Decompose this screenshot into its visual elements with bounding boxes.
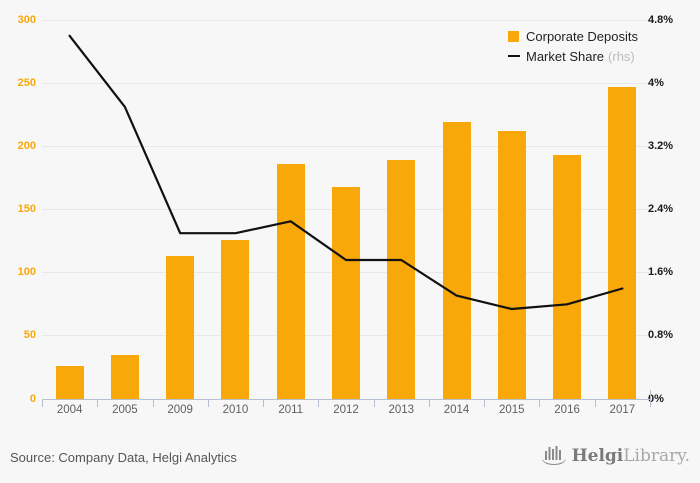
x-axis-label-2017: 2017: [609, 404, 636, 416]
legend-item-market-share: Market Share (rhs): [508, 46, 638, 66]
bar-2015: [497, 131, 526, 399]
y-axis-label-left: 200: [17, 139, 36, 152]
legend-note: (rhs): [608, 48, 635, 64]
bar-2016: [553, 155, 582, 399]
x-axis-label-2016: 2016: [554, 404, 580, 416]
y-axis-label-right: 4%: [648, 76, 664, 89]
bar-2009: [166, 256, 195, 399]
y-axis-label-right: 4.8%: [648, 13, 674, 26]
y-axis-label-left: 50: [23, 329, 36, 342]
x-axis-tick: [650, 399, 651, 407]
x-axis-tick: [539, 399, 541, 407]
x-axis-label-2005: 2005: [112, 404, 138, 416]
x-axis-tick: [97, 399, 99, 407]
gridline: [42, 145, 650, 147]
y-axis-label-left: 150: [17, 203, 36, 215]
x-axis-line: [42, 399, 651, 400]
y-axis-label-left: 100: [17, 266, 36, 279]
legend-item-corporate-deposits: Corporate Deposits: [508, 26, 638, 46]
bar-2014: [442, 122, 471, 399]
logo-text-light: Library.: [623, 446, 690, 466]
bar-swatch-icon: [508, 30, 519, 42]
y-axis-label-left: 250: [17, 76, 36, 89]
bar-2010: [221, 239, 250, 399]
x-axis-tick: [373, 399, 375, 407]
x-axis-tick: [428, 399, 430, 407]
legend-label: Corporate Deposits: [526, 28, 638, 44]
legend: Corporate Deposits Market Share (rhs): [508, 26, 638, 66]
x-axis-label-2010: 2010: [222, 404, 249, 416]
x-axis-tick: [484, 399, 486, 407]
legend-label: Market Share: [526, 48, 605, 64]
x-axis-label-2011: 2011: [278, 404, 304, 416]
source-text: Source: Company Data, Helgi Analytics: [10, 450, 237, 465]
line-swatch-icon: [508, 54, 520, 58]
gridline: [42, 82, 650, 84]
y-axis-label-right: 3.2%: [648, 139, 674, 152]
logo-text-bold: Helgi: [571, 446, 624, 466]
x-axis-label-2014: 2014: [443, 404, 470, 416]
y-axis-label-right: 1.6%: [648, 266, 674, 279]
y-axis-label-right: 0%: [648, 392, 664, 405]
x-axis-label-2009: 2009: [167, 404, 193, 416]
y-axis-label-left: 0: [29, 392, 36, 405]
x-axis-tick: [318, 399, 320, 407]
logo-ship-icon: [541, 446, 566, 465]
helgi-logo: HelgiLibrary.: [541, 444, 690, 468]
y-axis-label-right: 0.8%: [648, 329, 674, 342]
x-axis-tick: [152, 399, 154, 407]
right-axis-tick: [650, 390, 651, 399]
y-axis-label-right: 2.4%: [648, 203, 674, 215]
x-axis-tick: [207, 399, 209, 407]
bar-2005: [110, 354, 139, 399]
x-axis-tick: [594, 399, 596, 407]
x-axis-label-2013: 2013: [388, 404, 415, 416]
bar-2004: [55, 366, 84, 399]
gridline: [42, 19, 650, 21]
x-axis-label-2015: 2015: [499, 404, 525, 416]
bar-2013: [387, 160, 416, 399]
bar-2011: [276, 164, 305, 399]
y-axis-label-left: 300: [17, 13, 36, 26]
bar-2017: [608, 86, 637, 399]
x-axis-label-2012: 2012: [333, 404, 359, 416]
x-axis-label-2004: 2004: [56, 404, 83, 416]
logo-text: HelgiLibrary.: [572, 446, 690, 466]
x-axis-tick: [263, 399, 265, 407]
bar-2012: [332, 186, 360, 399]
x-axis-tick: [42, 399, 43, 407]
